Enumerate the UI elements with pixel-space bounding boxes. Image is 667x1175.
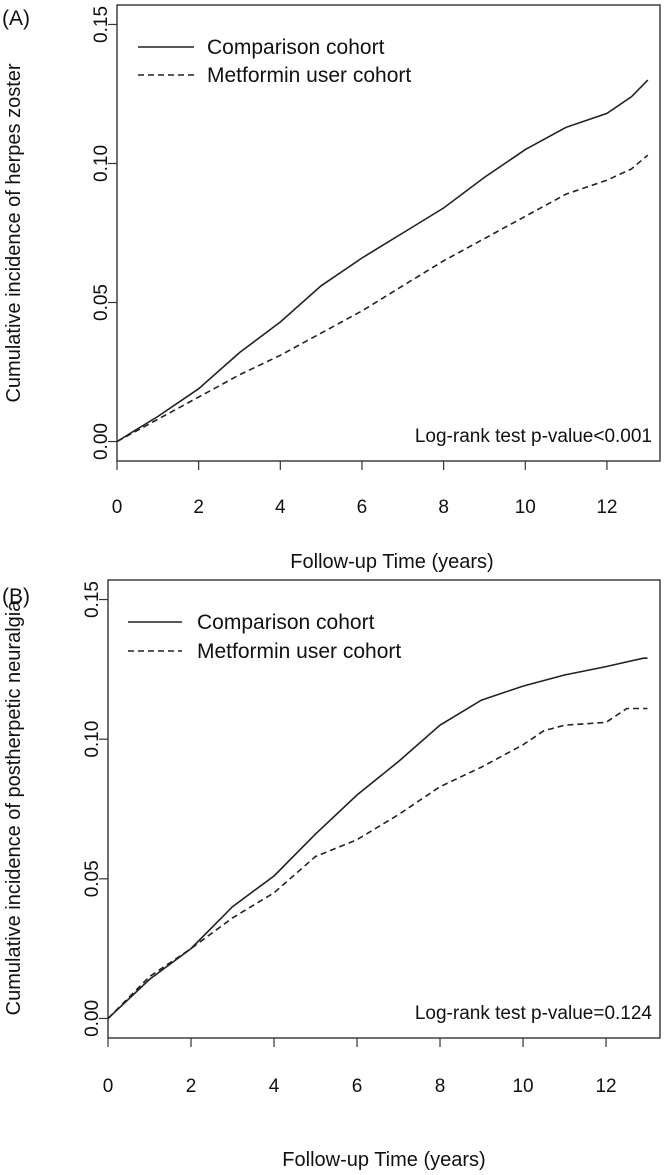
y-axis-title-b: Cumulative incidence of postherpetic neu… [3, 600, 25, 1016]
legend-label-comparison-a: Comparison cohort [207, 36, 385, 59]
series-group-b [107, 657, 648, 1020]
y-tick-label-a-3: 0.15 [91, 6, 112, 43]
y-tick-label-b-2: 0.10 [82, 721, 103, 758]
panel-a: (A) 0 2 4 6 8 10 12 0.00 0.05 0.10 0.15 Compariso… [2, 4, 661, 573]
x-axis-a: 0 2 4 6 8 10 12 [112, 461, 617, 518]
plot-frame-b [107, 579, 661, 1039]
x-axis-title-a: Follow-up Time (years) [290, 551, 493, 573]
x-tick-label-a-5: 10 [515, 497, 536, 518]
x-tick-label-a-2: 4 [275, 497, 286, 518]
x-axis-b: 0 2 4 6 8 10 12 [103, 1038, 617, 1097]
y-tick-label-a-1: 0.05 [91, 284, 112, 321]
logrank-annotation-a: Log-rank test p-value<0.001 [415, 426, 652, 447]
legend-label-metformin-a: Metformin user cohort [207, 64, 411, 87]
legend-b: Comparison cohort Metformin user cohort [128, 611, 401, 663]
x-tick-label-b-1: 2 [186, 1076, 197, 1097]
x-axis-title-b: Follow-up Time (years) [282, 1149, 485, 1171]
y-tick-label-b-1: 0.05 [82, 860, 103, 897]
y-tick-label-a-0: 0.00 [91, 423, 112, 460]
plot-frame-a [116, 4, 661, 462]
y-axis-title-a: Cumulative incidence of herpes zoster [3, 63, 25, 402]
series-line-comparison-a [116, 79, 649, 443]
y-tick-label-a-2: 0.10 [91, 145, 112, 182]
legend-a: Comparison cohort Metformin user cohort [138, 36, 411, 87]
x-tick-label-b-0: 0 [103, 1076, 114, 1097]
y-axis-a: 0.00 0.05 0.10 0.15 [91, 6, 117, 460]
y-tick-label-b-3: 0.15 [82, 581, 103, 618]
logrank-annotation-b: Log-rank test p-value=0.124 [415, 1003, 653, 1024]
y-axis-b: 0.00 0.05 0.10 0.15 [82, 581, 108, 1037]
panel-b: (B) 0 2 4 6 8 10 12 0.00 0.05 0.10 0.15 Compariso… [2, 579, 661, 1171]
x-tick-label-b-6: 12 [595, 1076, 616, 1097]
series-line-metformin-a [116, 154, 649, 443]
x-tick-label-b-5: 10 [512, 1076, 533, 1097]
panel-label-b: (B) [2, 585, 30, 608]
x-tick-label-a-6: 12 [596, 497, 617, 518]
x-tick-label-a-4: 8 [438, 497, 449, 518]
panel-label-a: (A) [2, 7, 30, 30]
x-tick-label-a-3: 6 [357, 497, 368, 518]
x-tick-label-b-4: 8 [435, 1076, 446, 1097]
series-group-a [116, 79, 649, 443]
series-line-metformin-b [107, 707, 648, 1020]
y-tick-label-b-0: 0.00 [82, 1000, 103, 1037]
x-tick-label-b-3: 6 [352, 1076, 363, 1097]
x-tick-label-b-2: 4 [269, 1076, 280, 1097]
legend-label-comparison-b: Comparison cohort [197, 611, 375, 634]
series-line-comparison-b [107, 657, 648, 1020]
x-tick-label-a-0: 0 [112, 497, 123, 518]
x-tick-label-a-1: 2 [193, 497, 204, 518]
legend-label-metformin-b: Metformin user cohort [197, 640, 401, 663]
